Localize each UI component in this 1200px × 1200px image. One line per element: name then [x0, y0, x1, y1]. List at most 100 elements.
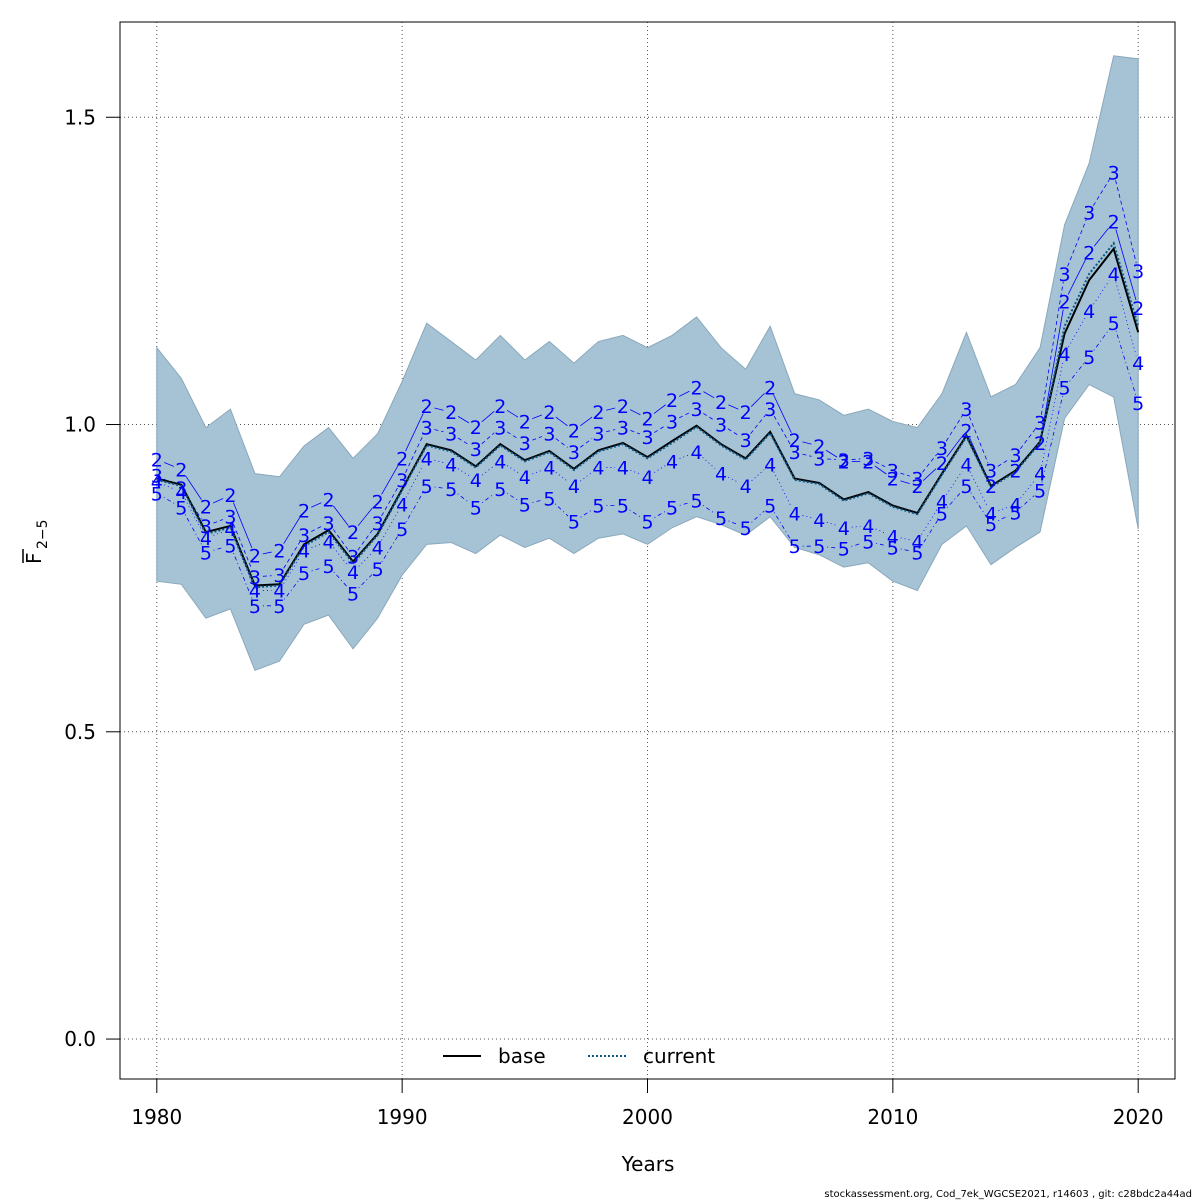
age-5-point-label: 5 — [543, 488, 555, 510]
age-5-point-label: 5 — [666, 497, 678, 519]
age-4-point-label: 4 — [298, 541, 310, 563]
age-5-segment — [405, 492, 424, 523]
age-4-point-label: 4 — [273, 580, 285, 602]
age-2-point-label: 2 — [396, 448, 408, 470]
x-tick-label: 2010 — [867, 1105, 918, 1129]
age-3-point-label: 3 — [568, 442, 580, 464]
age-2-segment — [457, 416, 470, 424]
age-2-segment — [606, 407, 616, 411]
age-2-segment — [262, 551, 272, 555]
age-5-point-label: 5 — [1132, 393, 1144, 415]
age-4-segment — [580, 472, 593, 482]
age-4-segment — [851, 526, 861, 528]
age-2-point-label: 2 — [691, 378, 703, 400]
age-3-point-label: 3 — [838, 450, 850, 472]
age-2-point-label: 2 — [789, 430, 801, 452]
age-3-point-label: 3 — [764, 399, 776, 421]
age-2-point-label: 2 — [936, 453, 948, 475]
age-2-point-label: 2 — [249, 545, 261, 567]
age-4-segment — [875, 528, 886, 534]
age-4-point-label: 4 — [666, 451, 678, 473]
age-2-point-label: 2 — [960, 421, 972, 443]
age-3-point-label: 3 — [200, 516, 212, 538]
legend: base current — [443, 1044, 715, 1068]
age-2-segment — [1041, 309, 1064, 436]
age-2-segment — [555, 416, 568, 427]
age-3-point-label: 3 — [151, 466, 163, 488]
age-2-point-label: 2 — [911, 476, 923, 498]
age-2-point-label: 2 — [641, 408, 653, 430]
age-5-point-label: 5 — [862, 531, 874, 553]
age-4-point-label: 4 — [175, 482, 187, 504]
age-4-point-label: 4 — [936, 491, 948, 513]
age-2-point-label: 2 — [519, 411, 531, 433]
age-2-point-label: 2 — [1034, 433, 1046, 455]
age-4-point-label: 4 — [519, 467, 531, 489]
age-3-point-label: 3 — [1059, 264, 1071, 286]
age-2-point-label: 2 — [862, 451, 874, 473]
age-3-point-label: 3 — [347, 547, 359, 569]
age-2-segment — [802, 441, 812, 445]
age-5-segment — [434, 486, 444, 489]
age-3-point-label: 3 — [740, 430, 752, 452]
age-2-segment — [481, 410, 495, 423]
age-4-point-label: 4 — [985, 504, 997, 526]
age-2-point-label: 2 — [421, 396, 433, 418]
y-tick-label: 0.5 — [64, 720, 96, 744]
age-4-segment — [532, 469, 543, 475]
age-5-point-label: 5 — [322, 556, 334, 578]
age-4-segment — [630, 469, 641, 475]
age-4-point-label: 4 — [789, 504, 801, 526]
age-3-segment — [922, 453, 938, 473]
y-tick-label: 1.5 — [64, 105, 96, 129]
age-3-point-label: 3 — [224, 507, 236, 529]
age-4-segment — [679, 454, 690, 459]
age-4-point-label: 4 — [764, 454, 776, 476]
age-5-segment — [506, 492, 519, 501]
age-4-point-label: 4 — [224, 519, 236, 541]
age-4-segment — [555, 472, 568, 482]
age-2-point-label: 2 — [494, 396, 506, 418]
age-5-point-label: 5 — [715, 508, 727, 530]
age-3-segment — [283, 541, 301, 569]
age-5-point-label: 5 — [421, 476, 433, 498]
age-5-segment — [381, 535, 399, 563]
age-2-segment — [629, 409, 641, 416]
age-3-segment — [750, 415, 766, 434]
age-2-segment — [773, 394, 792, 433]
age-2-segment — [333, 505, 349, 526]
age-2-segment — [728, 404, 739, 410]
age-4-segment — [751, 469, 765, 482]
age-5-segment — [184, 514, 203, 546]
age-3-point-label: 3 — [249, 567, 261, 589]
age-4-segment — [311, 543, 322, 549]
age-4-point-label: 4 — [249, 580, 261, 602]
age-2-point-label: 2 — [1132, 298, 1144, 320]
age-3-segment — [679, 412, 690, 419]
legend-current-label: current — [643, 1044, 715, 1068]
age-3-segment — [1040, 281, 1064, 415]
age-2-point-label: 2 — [1108, 212, 1120, 234]
age-2-point-label: 2 — [764, 378, 776, 400]
age-5-point-label: 5 — [249, 596, 261, 618]
age-5-segment — [233, 552, 253, 599]
age-4-point-label: 4 — [617, 458, 629, 480]
age-5-segment — [1069, 362, 1085, 382]
age-3-point-label: 3 — [936, 438, 948, 460]
age-4-point-label: 4 — [1034, 464, 1046, 486]
y-axis-title-subscript: 2−5 — [35, 519, 51, 549]
age-2-segment — [874, 465, 887, 475]
age-3-segment — [1092, 179, 1110, 206]
age-5-segment — [213, 547, 223, 551]
age-5-segment — [728, 520, 739, 526]
age-2-point-label: 2 — [470, 417, 482, 439]
age-2-point-label: 2 — [543, 402, 555, 424]
age-3-point-label: 3 — [666, 411, 678, 433]
age-3-segment — [532, 436, 543, 441]
age-3-point-label: 3 — [1108, 163, 1120, 185]
axes: 1980 1990 2000 2010 2020 0.0 0.5 1.0 1.5 — [64, 105, 1163, 1129]
age-3-point-label: 3 — [396, 470, 408, 492]
age-2-point-label: 2 — [200, 496, 212, 518]
age-3-segment — [233, 523, 253, 570]
age-4-segment — [702, 457, 716, 469]
